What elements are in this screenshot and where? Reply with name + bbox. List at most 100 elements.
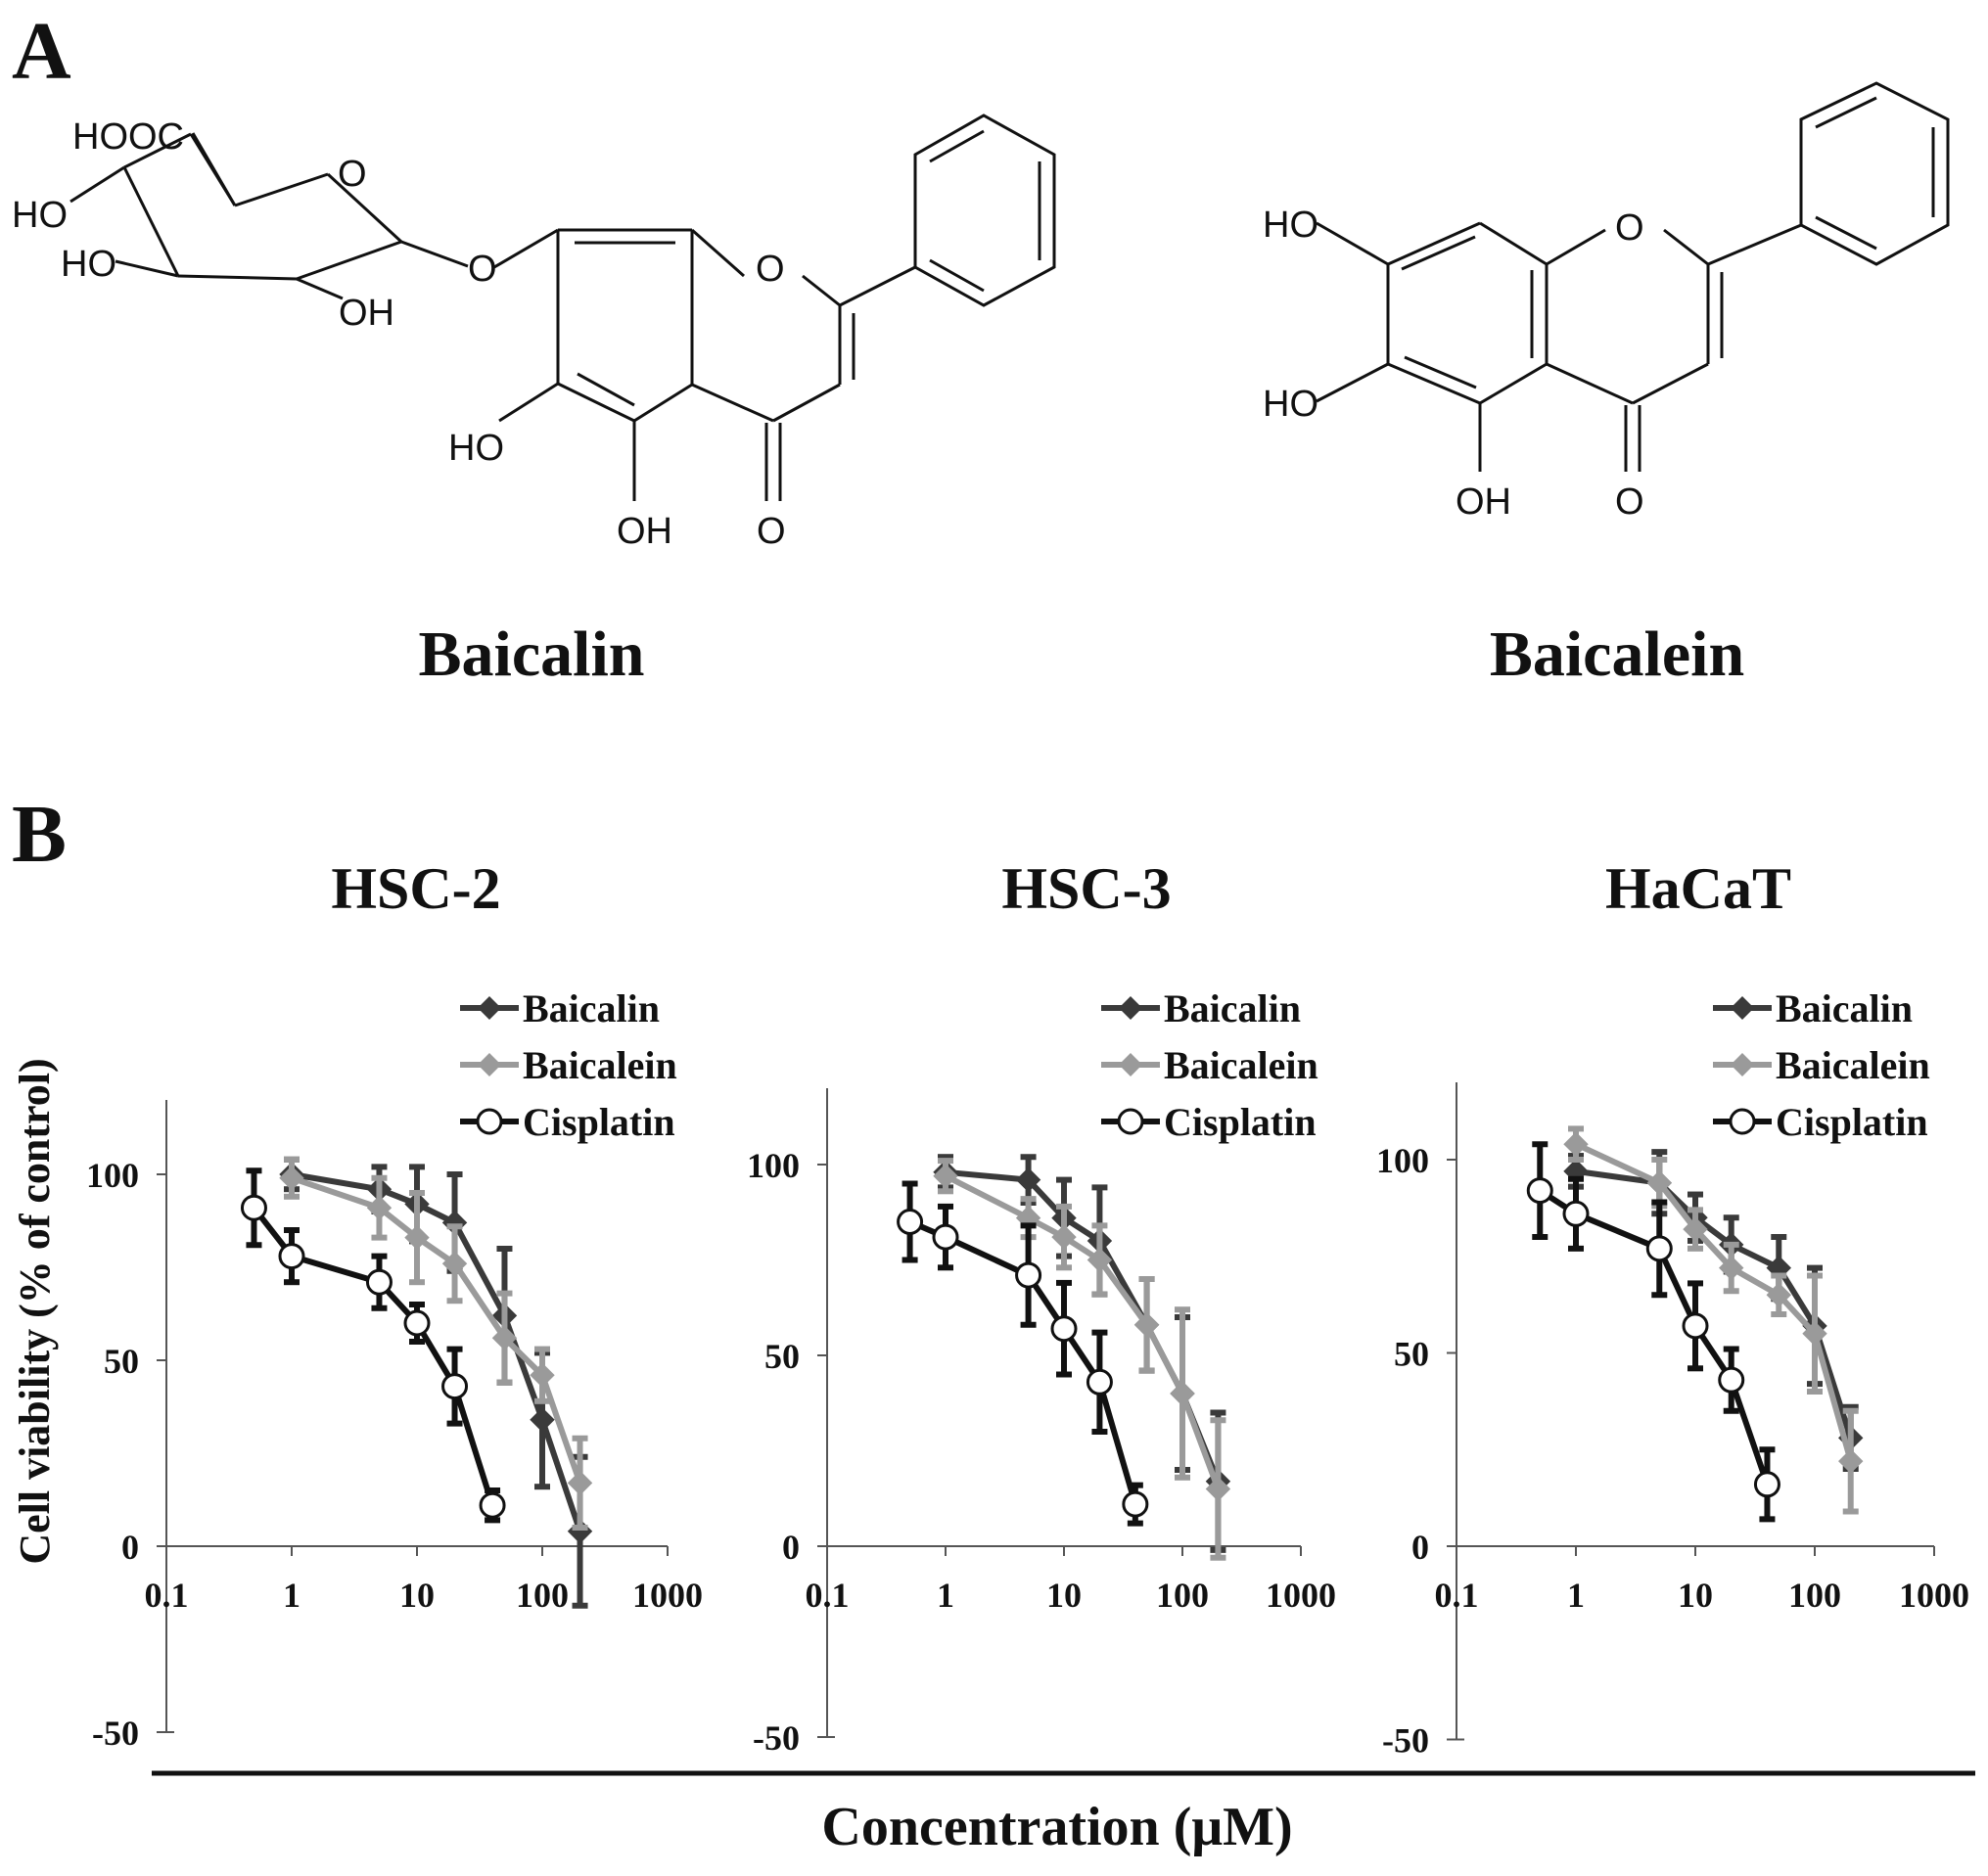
x-tick-label: 10	[1046, 1576, 1082, 1615]
atom-label: HO	[448, 428, 504, 469]
legend-label: Baicalein	[523, 1043, 677, 1087]
x-axis-label: Concentration (μM)	[821, 1797, 1292, 1857]
data-point	[1170, 1381, 1195, 1406]
y-tick-label: 100	[747, 1146, 800, 1185]
y-tick-label: 0	[782, 1528, 800, 1567]
y-tick-label: 50	[764, 1337, 800, 1376]
atom-label: O	[756, 249, 785, 290]
data-point	[1122, 1490, 1149, 1518]
legend-marker	[478, 1053, 501, 1076]
data-point	[1838, 1448, 1864, 1474]
series-line	[1574, 1141, 1854, 1462]
data-point	[1802, 1321, 1827, 1347]
data-point	[932, 1223, 959, 1251]
data-point	[530, 1362, 555, 1388]
data-point	[1563, 1131, 1589, 1157]
atom-label: HO	[1263, 384, 1318, 425]
x-tick-label: 10	[1678, 1576, 1713, 1615]
data-point	[933, 1163, 958, 1189]
atom-label: O	[1615, 207, 1644, 249]
data-point	[1753, 1471, 1780, 1498]
legend: Baicalin Baicalein Cisplatin	[460, 986, 677, 1144]
y-axis-label: Cell viability (% of control)	[11, 1058, 59, 1564]
baicalin-structure	[69, 114, 1056, 501]
x-tick-label: 1000	[1266, 1576, 1336, 1615]
data-point	[1683, 1216, 1708, 1242]
data-point	[530, 1407, 555, 1433]
x-tick-label: 0.1	[1435, 1576, 1479, 1615]
data-point	[1051, 1224, 1077, 1250]
data-point	[1133, 1312, 1160, 1338]
data-point	[365, 1268, 393, 1296]
atom-label: HO	[1263, 205, 1318, 246]
y-tick-label: 100	[1376, 1141, 1429, 1180]
legend-marker	[1731, 1053, 1754, 1076]
data-point	[1646, 1169, 1672, 1196]
data-point	[1015, 1167, 1041, 1193]
data-point	[1526, 1177, 1553, 1205]
chart-title: HaCaT	[1605, 856, 1791, 921]
baicalin-name: Baicalin	[418, 618, 644, 690]
legend-label: Baicalin	[523, 986, 660, 1030]
legend: Baicalin Baicalein Cisplatin	[1713, 986, 1930, 1144]
data-point	[1682, 1312, 1709, 1340]
y-tick-label: 100	[86, 1156, 139, 1195]
y-tick-label: -50	[92, 1714, 139, 1753]
x-tick-label: 10	[399, 1576, 435, 1615]
data-point	[1766, 1282, 1791, 1307]
y-tick-label: -50	[753, 1718, 800, 1758]
data-point	[441, 1251, 468, 1276]
legend-marker	[1119, 1053, 1142, 1076]
data-point	[1645, 1235, 1673, 1262]
legend-marker	[476, 1108, 503, 1135]
data-point	[897, 1209, 924, 1235]
y-tick-label: 0	[121, 1528, 139, 1567]
series-cisplatin	[240, 1167, 506, 1524]
series-baicalein	[933, 1158, 1231, 1561]
baicalein-structure	[1316, 81, 1950, 472]
data-point	[1562, 1200, 1590, 1227]
legend-marker	[1117, 1108, 1144, 1135]
legend-label: Cisplatin	[1164, 1100, 1317, 1144]
atom-label: OH	[617, 511, 672, 552]
x-tick-label: 0.1	[145, 1576, 189, 1615]
legend-label: Baicalein	[1164, 1043, 1318, 1087]
x-tick-label: 1	[283, 1576, 301, 1615]
x-tick-label: 0.1	[806, 1576, 850, 1615]
data-point	[479, 1491, 506, 1519]
legend-label: Baicalin	[1776, 986, 1913, 1030]
baicalein-atom-labels: HO O HO OH O	[1263, 205, 1644, 523]
atom-label: OH	[339, 293, 394, 334]
data-point	[1205, 1476, 1231, 1502]
legend-label: Cisplatin	[523, 1100, 675, 1144]
data-point	[366, 1195, 393, 1220]
atom-label: OH	[1456, 481, 1511, 523]
y-tick-label: 50	[1394, 1335, 1429, 1374]
series-baicalin	[1563, 1149, 1864, 1472]
data-point	[240, 1194, 267, 1221]
atom-label: HO	[12, 195, 68, 236]
data-point	[404, 1224, 430, 1251]
legend-marker	[1729, 1108, 1756, 1135]
series-cisplatin	[897, 1180, 1149, 1527]
data-point	[441, 1373, 469, 1400]
series-line	[1575, 1167, 1854, 1440]
series-line	[944, 1173, 1222, 1490]
x-tick-label: 1000	[1899, 1576, 1969, 1615]
data-point	[403, 1309, 431, 1337]
series-line	[945, 1168, 1222, 1483]
legend-marker	[1731, 996, 1754, 1020]
chart-title: HSC-2	[331, 856, 500, 921]
chart-title: HSC-3	[1001, 856, 1171, 921]
atom-label: HOOC	[72, 116, 184, 158]
data-point	[1719, 1255, 1744, 1281]
x-tick-label: 100	[1788, 1576, 1841, 1615]
legend-label: Baicalin	[1164, 986, 1301, 1030]
legend: Baicalin Baicalein Cisplatin	[1101, 986, 1318, 1144]
atom-label: HO	[61, 244, 116, 285]
panel-a-label: A	[12, 6, 71, 97]
panel-b-label: B	[12, 789, 67, 880]
